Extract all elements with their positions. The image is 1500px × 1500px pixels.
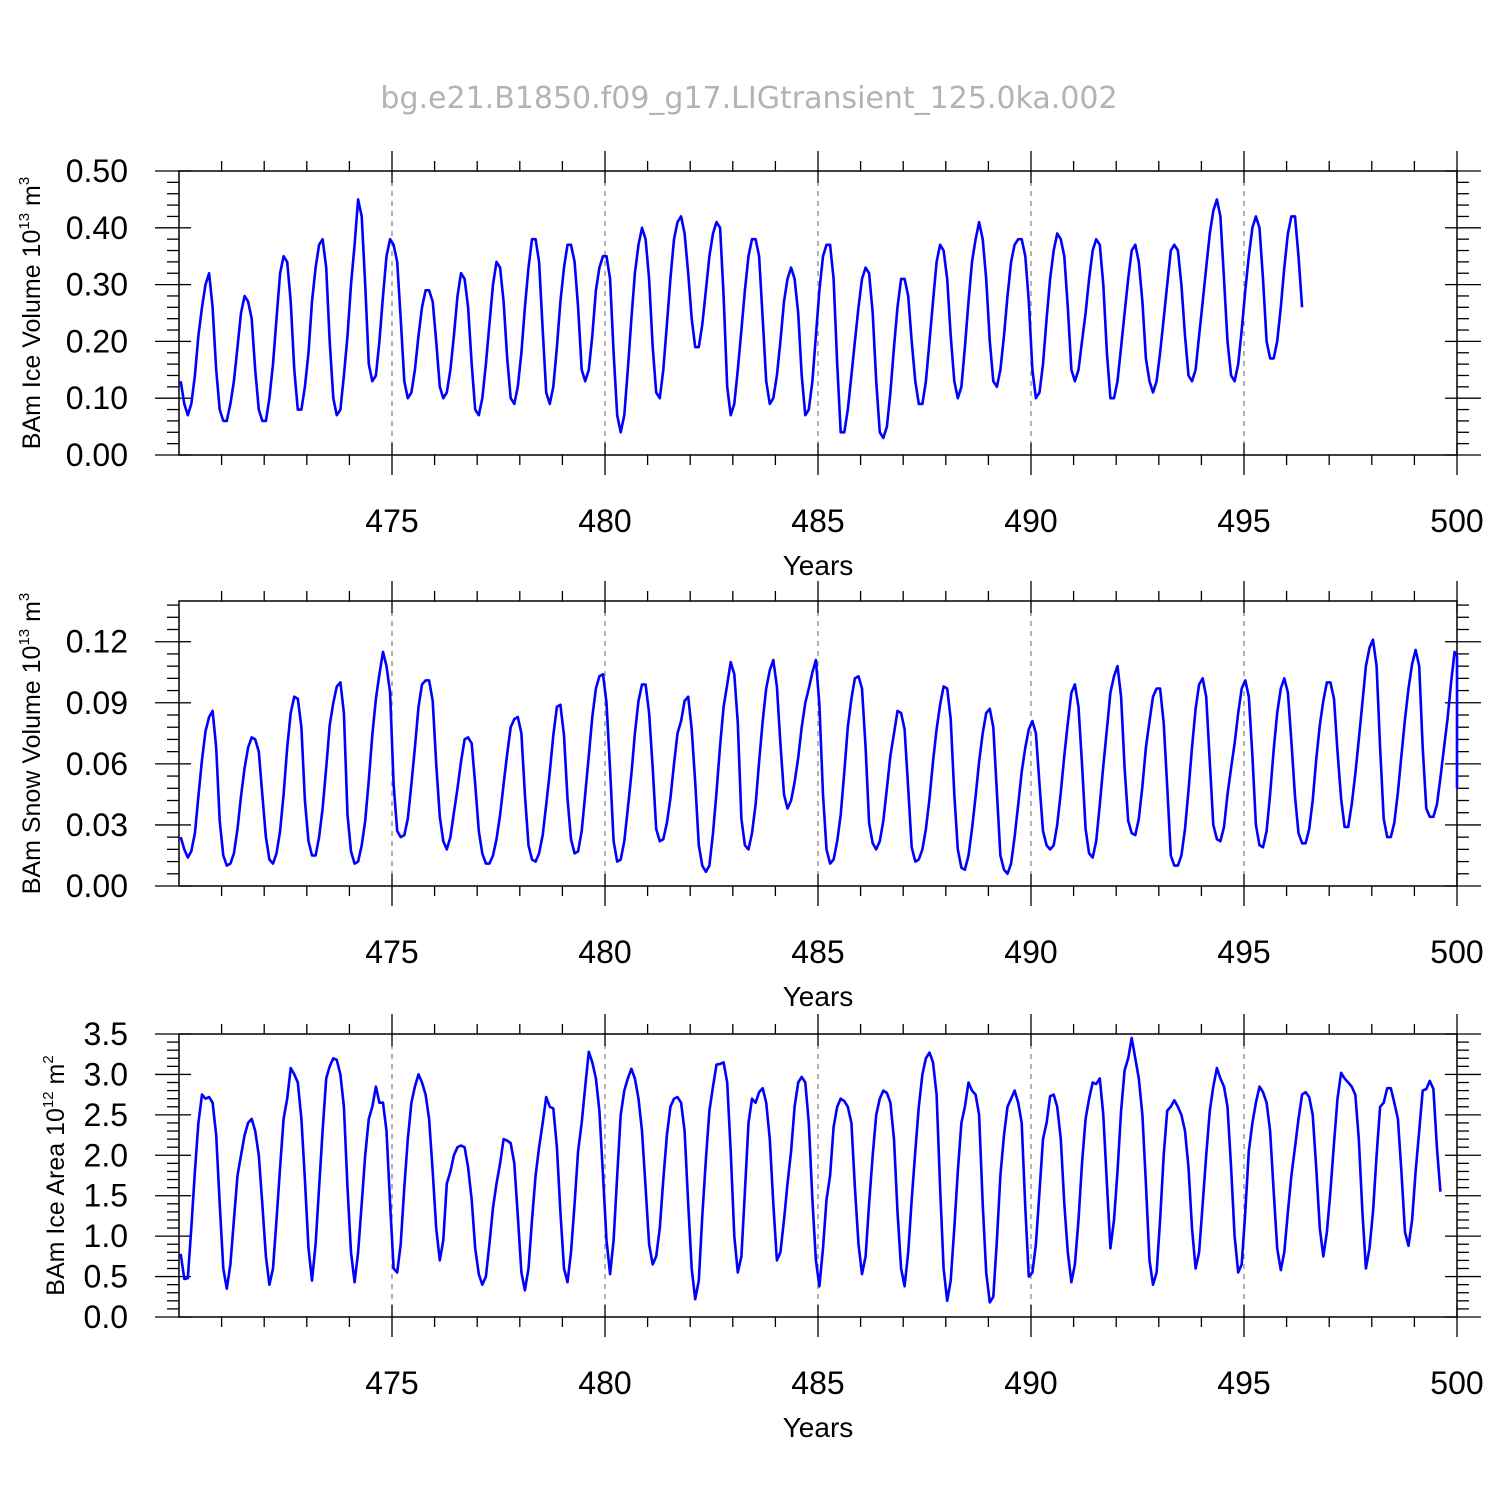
y-tick-label: 2.0 [84,1137,128,1173]
x-tick-label: 495 [1217,1365,1270,1401]
series-line [179,198,1304,440]
x-tick-label: 485 [791,503,844,539]
x-tick-label: 490 [1004,1365,1057,1401]
y-tick-label: 0.5 [84,1259,128,1295]
y-tick-label: 3.5 [84,1016,128,1052]
x-axis-label: Years [783,550,854,581]
y-tick-label: 0.03 [66,807,128,843]
x-tick-label: 480 [578,503,631,539]
x-tick-label: 480 [578,934,631,970]
y-tick-label: 0.20 [66,323,128,359]
x-tick-label: 475 [365,934,418,970]
chart-title: bg.e21.B1850.f09_g17.LIGtransient_125.0k… [380,81,1117,116]
y-tick-label: 0.0 [84,1299,128,1335]
x-tick-label: 475 [365,503,418,539]
y-axis-label: BAm Ice Area 1012 m2 [40,1055,70,1295]
y-tick-label: 0.00 [66,868,128,904]
x-tick-label: 500 [1430,503,1483,539]
series-line [179,1036,1442,1304]
x-axis-label: Years [783,981,854,1012]
x-tick-label: 495 [1217,934,1270,970]
y-tick-label: 0.09 [66,685,128,721]
x-tick-label: 490 [1004,503,1057,539]
chart-panel-2: 475 480 485 490 495 500 0.00 0.03 0.06 0.09 0.12 Ye… [16,581,1484,1012]
x-tick-label: 490 [1004,934,1057,970]
chart-panel-3: 475 480 485 490 495 500 0.0 0.5 1.0 1.5 2.0 2.5 3.0 3… [40,1014,1484,1443]
y-tick-label: 3.0 [84,1056,128,1092]
y-tick-label: 1.5 [84,1178,128,1214]
x-tick-label: 480 [578,1365,631,1401]
y-tick-label: 2.5 [84,1097,128,1133]
series-line [179,638,1459,876]
x-axis-label: Years [783,1412,854,1443]
y-axis-label: BAm Ice Volume 1013 m3 [16,177,46,449]
x-tick-label: 485 [791,1365,844,1401]
y-axis-label: BAm Snow Volume 1013 m3 [16,593,46,895]
x-tick-label: 485 [791,934,844,970]
y-tick-label: 0.50 [66,153,128,189]
x-tick-label: 500 [1430,934,1483,970]
y-tick-label: 0.30 [66,267,128,303]
y-tick-label: 0.06 [66,746,128,782]
x-tick-label: 495 [1217,503,1270,539]
y-tick-label: 0.00 [66,437,128,473]
x-tick-label: 475 [365,1365,418,1401]
y-tick-label: 0.10 [66,380,128,416]
x-tick-label: 500 [1430,1365,1483,1401]
y-tick-label: 0.12 [66,624,128,660]
chart-panel-1: 475 480 485 490 495 500 0.00 0.10 0.20 0.30 0.40 0.… [16,151,1484,581]
y-tick-label: 0.40 [66,210,128,246]
y-tick-label: 1.0 [84,1218,128,1254]
